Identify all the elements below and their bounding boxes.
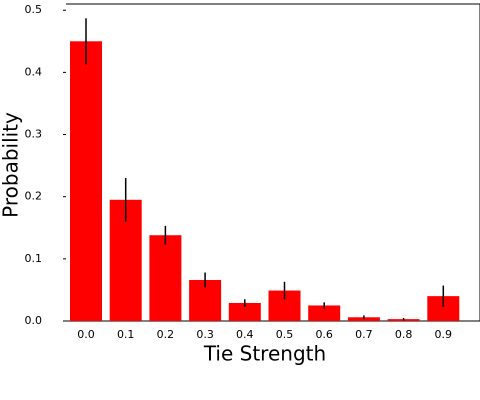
x-tick-label: 0.1 bbox=[117, 328, 135, 341]
y-tick-label: 0.5 bbox=[25, 3, 43, 16]
y-tick-label: 0.4 bbox=[25, 65, 43, 78]
x-tick-label: 0.2 bbox=[157, 328, 175, 341]
x-tick-label: 0.4 bbox=[236, 328, 254, 341]
bar bbox=[308, 305, 341, 321]
x-tick-label: 0.7 bbox=[355, 328, 373, 341]
bar bbox=[347, 317, 380, 321]
x-tick-label: 0.6 bbox=[315, 328, 333, 341]
y-tick-label: 0.1 bbox=[25, 252, 43, 265]
x-tick-label: 0.0 bbox=[77, 328, 95, 341]
x-tick-label: 0.8 bbox=[395, 328, 413, 341]
x-tick-label: 0.5 bbox=[276, 328, 294, 341]
y-tick-label: 0.0 bbox=[25, 314, 43, 327]
bar bbox=[70, 41, 102, 321]
y-tick-label: 0.3 bbox=[25, 128, 43, 141]
x-axis-title: Tie Strength bbox=[203, 342, 326, 366]
x-tick-label: 0.9 bbox=[435, 328, 453, 341]
bar bbox=[149, 235, 182, 321]
bar bbox=[228, 302, 261, 321]
y-tick-label: 0.2 bbox=[25, 190, 43, 203]
y-axis-title: Probability bbox=[0, 112, 23, 218]
x-tick-label: 0.3 bbox=[196, 328, 214, 341]
